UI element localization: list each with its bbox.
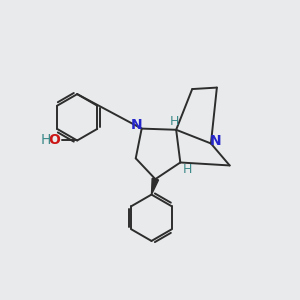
Text: N: N [130, 118, 142, 132]
Text: H: H [183, 163, 192, 176]
Text: O: O [49, 133, 61, 147]
Text: H: H [170, 115, 179, 128]
Text: N: N [209, 134, 221, 148]
Text: H: H [40, 133, 51, 147]
Polygon shape [152, 178, 158, 195]
